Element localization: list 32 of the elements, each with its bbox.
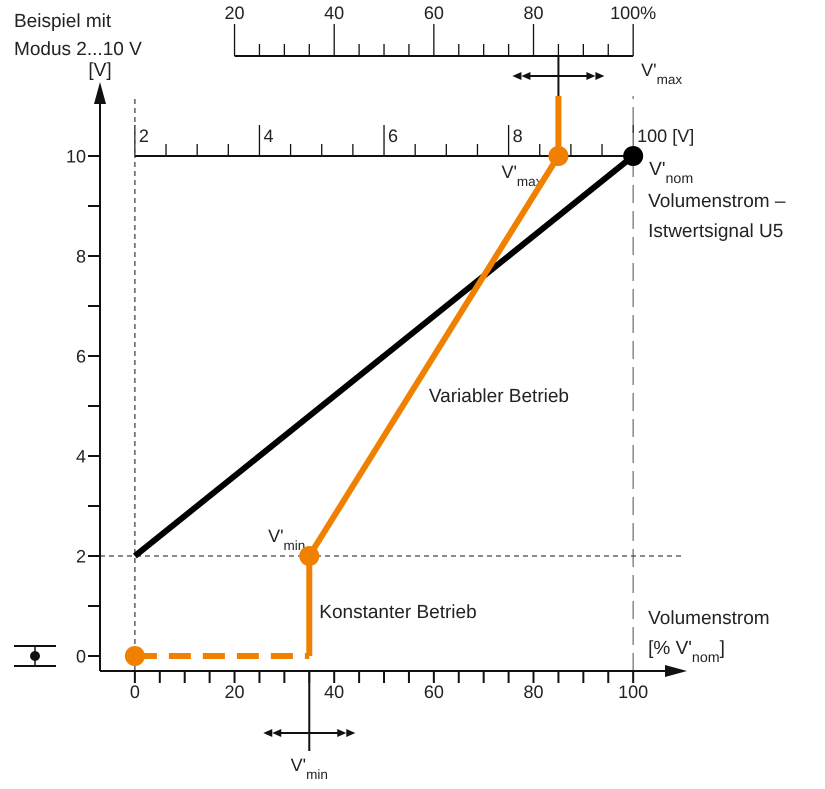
annotation: Volumenstrom – Istwertsignal U5 xyxy=(648,191,786,242)
x2-tick-label: 80 xyxy=(523,3,544,23)
x2-tick-label: 60 xyxy=(424,3,444,23)
x2-tick-label: 100% xyxy=(610,3,656,23)
annotation: Variabler Betrieb xyxy=(428,386,570,407)
y-tick-label: 2 xyxy=(76,546,86,566)
annotation: 100 [V] xyxy=(637,126,694,146)
y-tick-label: 4 xyxy=(76,446,86,466)
x-tick-label: 40 xyxy=(324,682,344,702)
x-tick-label: 60 xyxy=(424,682,444,702)
series-label: V'$_{nom}$ xyxy=(649,159,694,187)
x-axis-title: Volumenstrom [% V'$_{nom}$] xyxy=(648,608,770,666)
chart-title: Beispiel mit Modus 2...10 V xyxy=(14,10,143,62)
y-tick-label: 8 xyxy=(76,246,86,266)
y-axis-title: [V] xyxy=(88,60,112,81)
x-tick-label: 20 xyxy=(224,682,245,702)
annotation: Konstanter Betrieb xyxy=(319,602,477,623)
x-tick-label: 80 xyxy=(523,682,544,702)
x2-tick-label: 40 xyxy=(324,3,344,23)
y-tick-label: 0 xyxy=(76,646,86,666)
y-tick-label: 6 xyxy=(76,346,86,366)
x2-axis-title: V'$_{max}$ xyxy=(641,60,682,86)
text: V'$_{min}$ xyxy=(290,755,328,782)
y-tick-label: 10 xyxy=(66,146,86,166)
x-tick-label: 0 xyxy=(130,682,140,702)
annotation: 8 xyxy=(512,126,523,146)
annotation: 2 xyxy=(138,126,149,146)
annotation: V'$_{min}$ xyxy=(268,526,306,552)
x2-tick-label: 20 xyxy=(224,3,245,23)
annotation: 6 xyxy=(388,126,398,146)
annotation: 4 xyxy=(263,126,274,146)
x-tick-label: 100 xyxy=(618,682,648,702)
